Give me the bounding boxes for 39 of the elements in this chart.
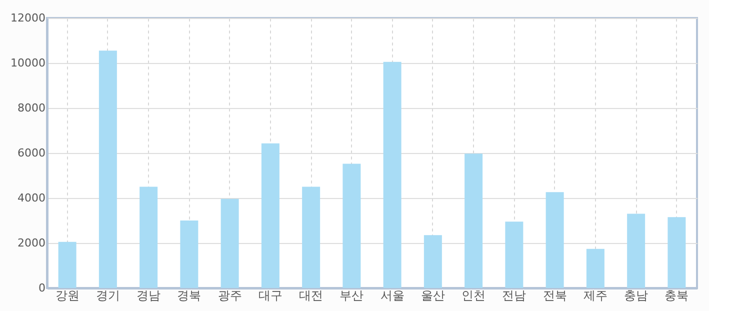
y-tick-label: 8000 [18,102,46,114]
y-tick-label: 6000 [18,146,46,160]
bar [546,192,564,288]
bar [140,186,158,288]
x-tick-label: 강원 [55,288,80,302]
bar [180,220,198,288]
bar [98,50,117,288]
bar [464,154,483,288]
x-tick-label: 대구 [258,288,282,302]
y-tick-label: 10000 [10,56,46,70]
y-tick-label: 0 [38,282,46,294]
y-tick-label: 4000 [18,192,46,204]
x-tick-label: 인천 [462,288,486,302]
x-tick-label: 경북 [177,288,202,302]
x-tick-label: 충남 [624,288,648,302]
bar [383,62,402,288]
bar [668,217,686,288]
bar [302,186,320,288]
x-tick-label: 제주 [583,288,608,302]
x-tick-label: 경남 [136,288,161,302]
x-tick-label: 대전 [299,288,324,302]
y-tick-label: 2000 [18,236,46,250]
y-tick-label: 12000 [10,12,46,24]
x-tick-label: 부산 [340,288,364,302]
bar [627,214,646,288]
bar [261,143,280,288]
bar [424,235,442,288]
x-tick-label: 전북 [542,288,567,302]
bar [58,242,76,288]
x-tick-label: 서울 [380,288,404,302]
x-tick-label: 충북 [664,288,689,302]
x-tick-label: 경기 [96,288,120,302]
x-tick-label: 울산 [420,288,445,302]
bar [586,248,604,288]
x-tick-label: 전남 [502,288,526,302]
x-tick-label: 광주 [218,288,242,302]
bar [505,222,524,288]
bar [220,198,239,288]
bar [342,164,361,288]
